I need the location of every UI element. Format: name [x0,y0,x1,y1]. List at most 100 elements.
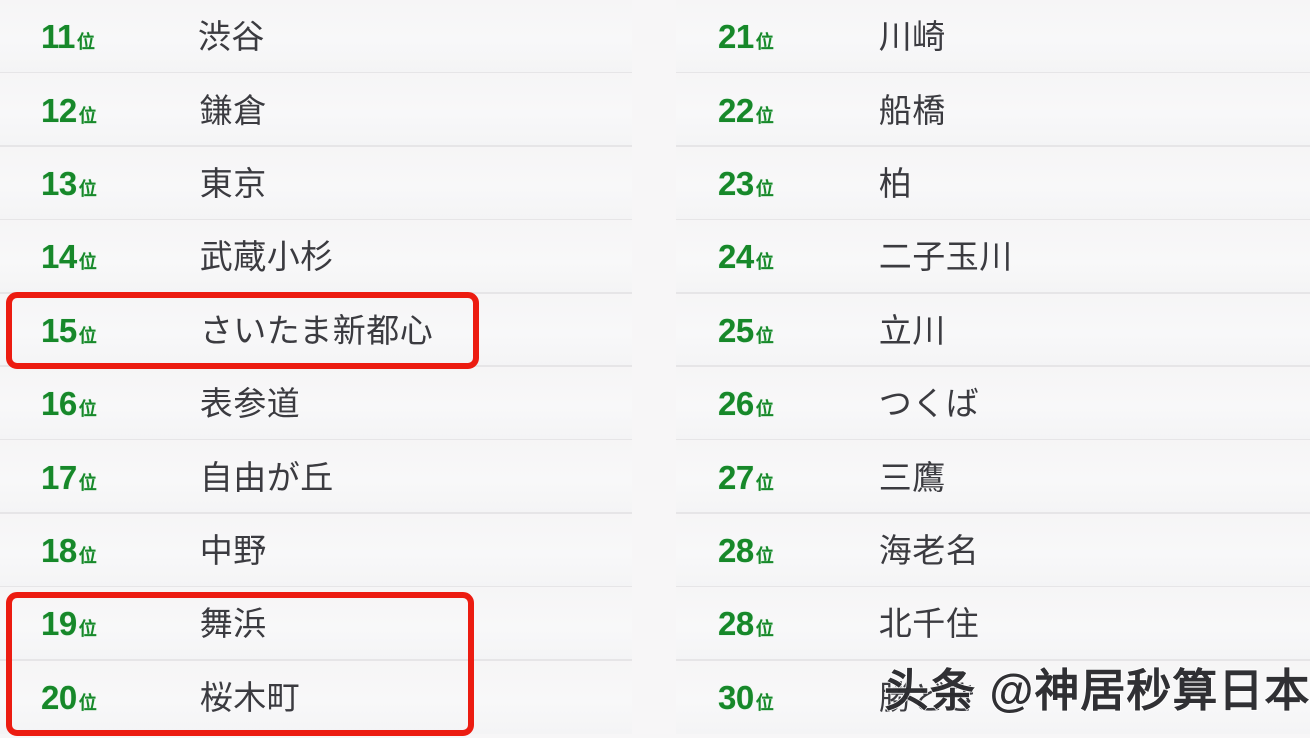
table-row[interactable]: 25 位 立川 [676,293,1310,368]
table-row[interactable]: 21 位 川崎 [676,0,1310,74]
rank-number: 15 [41,311,77,349]
table-row[interactable]: 22 位 船橋 [676,73,1310,148]
rank-suffix: 位 [755,252,774,273]
rank-suffix: 位 [78,399,97,420]
rank-suffix: 位 [78,545,97,566]
station-name: 中野 [199,531,267,569]
station-name: 勝どき [878,678,979,716]
rank-number: 20 [41,678,77,716]
table-row[interactable]: 11 位 渋谷 [0,0,632,74]
rank-label: 11 位 [41,20,95,53]
table-row[interactable]: 16 位 表参道 [0,366,632,441]
table-row[interactable]: 18 位 中野 [0,513,632,588]
station-name: 二子玉川 [878,238,1013,276]
station-name: さいたま新都心 [199,311,434,349]
station-name: 鎌倉 [199,91,267,129]
rank-label: 23 位 [718,167,774,200]
rank-suffix: 位 [755,399,774,420]
rank-label: 25 位 [718,314,774,347]
table-row[interactable]: 24 位 二子玉川 [676,220,1310,294]
table-row[interactable]: 14 位 武蔵小杉 [0,220,632,294]
station-name: 東京 [199,164,267,202]
table-row-highlighted[interactable]: 20 位 桜木町 [0,660,632,734]
rank-suffix: 位 [755,178,774,199]
table-row[interactable]: 28 位 海老名 [676,513,1310,588]
station-name: 武蔵小杉 [199,238,334,276]
rank-number: 28 [718,605,754,643]
ranking-column-right: 21 位 川崎 22 位 船橋 23 位 柏 24 位 二子玉川 [676,0,1310,738]
rank-suffix: 位 [78,472,97,493]
rank-label: 24 位 [718,240,774,273]
rank-number: 24 [718,238,754,276]
watermark: 头条 @神居秒算日本房产 [883,665,1310,716]
table-row-highlighted[interactable]: 15 位 さいたま新都心 [0,293,632,368]
rank-suffix: 位 [755,105,774,126]
rank-label: 19 位 [41,607,97,640]
rank-suffix: 位 [755,32,774,53]
station-name: 川崎 [878,18,946,56]
station-name: 自由が丘 [199,458,334,496]
rank-suffix: 位 [78,619,97,640]
station-name: 立川 [878,311,946,349]
station-name: 北千住 [878,605,980,643]
station-name: 舞浜 [199,605,267,643]
rank-label: 18 位 [41,534,97,567]
table-row[interactable]: 12 位 鎌倉 [0,73,632,148]
rank-label: 12 位 [41,94,97,127]
rank-suffix: 位 [76,32,95,53]
rank-label: 22 位 [718,94,774,127]
table-row[interactable]: 13 位 東京 [0,146,632,221]
rank-number: 19 [41,605,77,643]
rank-suffix: 位 [755,545,774,566]
rank-label: 13 位 [41,167,97,200]
station-name: 海老名 [878,531,980,569]
rank-suffix: 位 [78,692,97,713]
table-row[interactable]: 17 位 自由が丘 [0,440,632,515]
table-row[interactable]: 27 位 三鷹 [676,440,1310,515]
table-row[interactable]: 23 位 柏 [676,146,1310,221]
rank-suffix: 位 [78,105,97,126]
station-name: 表参道 [199,385,301,423]
table-row[interactable]: 28 位 北千住 [676,587,1310,661]
rank-number: 11 [41,18,75,56]
rank-number: 30 [718,678,754,716]
rank-number: 25 [718,311,754,349]
rank-number: 28 [718,531,754,569]
rank-number: 18 [41,531,77,569]
table-row-highlighted[interactable]: 19 位 舞浜 [0,587,632,661]
rank-label: 16 位 [41,387,97,420]
rank-label: 30 位 [718,681,774,714]
rank-label: 28 位 [718,607,774,640]
ranking-column-left: 11 位 渋谷 12 位 鎌倉 13 位 東京 14 位 武蔵小杉 [0,0,632,738]
rank-label: 20 位 [41,681,97,714]
rank-number: 22 [718,91,754,129]
rank-suffix: 位 [78,252,97,273]
table-row[interactable]: 30 位 勝どき [676,660,1310,734]
station-name: 船橋 [878,91,946,129]
rank-label: 26 位 [718,387,774,420]
station-name: 柏 [878,164,913,202]
rank-suffix: 位 [755,619,774,640]
rank-suffix: 位 [755,692,774,713]
rank-number: 23 [718,164,754,202]
rank-label: 14 位 [41,240,97,273]
station-name: 桜木町 [199,678,301,716]
rank-number: 13 [41,164,77,202]
rank-suffix: 位 [755,472,774,493]
station-name: 三鷹 [878,458,946,496]
rank-label: 28 位 [718,534,774,567]
table-row[interactable]: 26 位 つくば [676,366,1310,441]
rank-number: 12 [41,91,77,129]
rank-number: 16 [41,385,77,423]
rank-suffix: 位 [78,325,97,346]
rank-label: 15 位 [41,314,97,347]
rank-label: 17 位 [41,461,97,494]
station-name: 渋谷 [197,18,265,56]
rank-label: 27 位 [718,461,774,494]
rank-label: 21 位 [718,20,774,53]
rank-suffix: 位 [78,178,97,199]
rank-number: 14 [41,238,77,276]
rank-number: 21 [718,18,754,56]
station-name: つくば [878,385,980,423]
